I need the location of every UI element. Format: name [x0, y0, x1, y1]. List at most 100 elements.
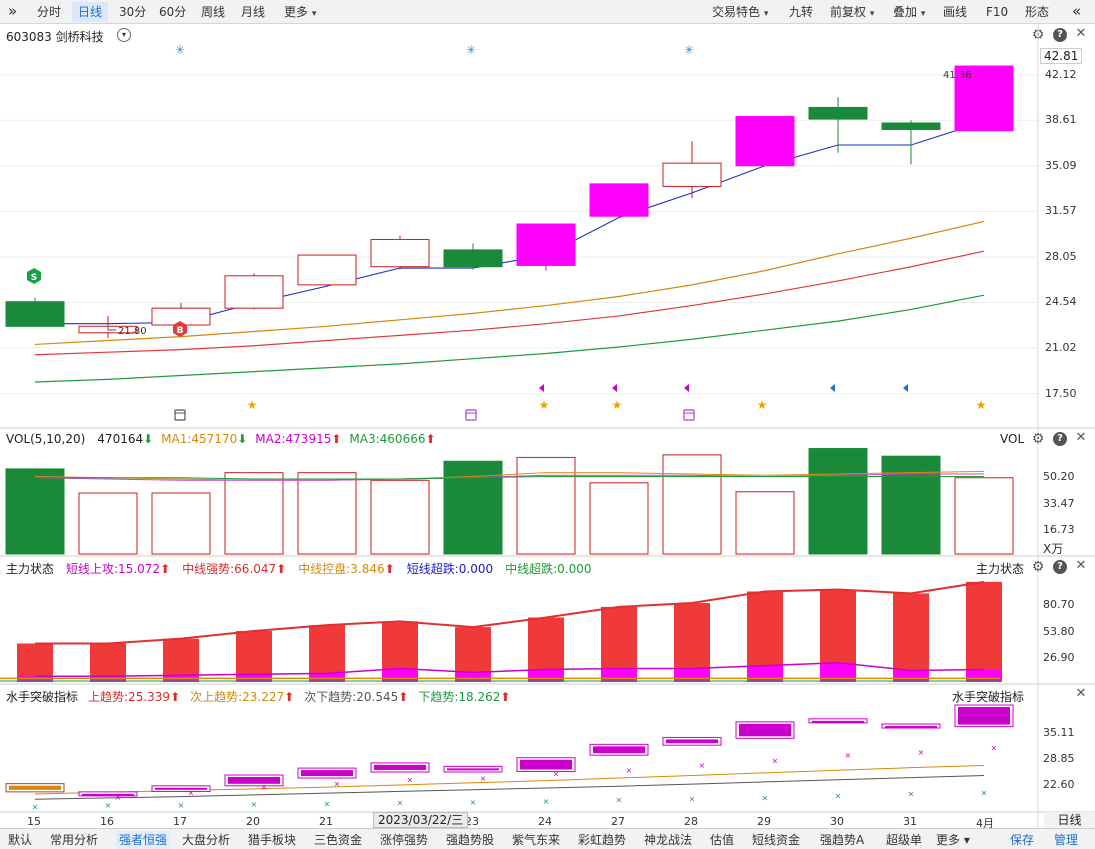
candle: [516, 223, 576, 266]
close-icon[interactable]: ✕: [1075, 26, 1087, 41]
star-icon: ★: [247, 398, 258, 412]
star-icon: ★: [757, 398, 768, 412]
down-mark: ×: [178, 801, 185, 810]
date-cursor-label: 2023/03/22/三: [373, 812, 469, 828]
ma-line: [34, 250, 985, 356]
low-pointer: [107, 324, 116, 331]
nine-turn-button[interactable]: 九转: [789, 5, 814, 19]
vol-label: VOL: [1000, 432, 1025, 446]
draw-line-button[interactable]: 画线: [943, 5, 968, 19]
bottom-tab[interactable]: 三色资金: [314, 833, 363, 847]
trend-line: [35, 121, 985, 325]
expand-icon[interactable]: »: [8, 2, 18, 20]
down-arrow-icon: ⬇: [143, 432, 154, 446]
sailor-box-fill: [520, 759, 572, 770]
more-periods-button[interactable]: 更多 ▾: [278, 2, 322, 22]
period-tab-60min[interactable]: 60分: [159, 5, 187, 19]
short-attack-line: [35, 661, 985, 677]
main-force-item: 中线控盘:3.846⬆: [298, 560, 394, 577]
date-label: 27: [611, 815, 625, 828]
save-button[interactable]: 保存: [1010, 833, 1035, 847]
bottom-tab[interactable]: 更多 ▾: [936, 833, 970, 847]
bottom-tab[interactable]: 紫气东来: [512, 833, 561, 847]
main-force-item: 中线超跌:0.000: [505, 560, 591, 577]
vol-axis-3: 16.73: [1043, 523, 1075, 536]
main-force-item-label: 短线超跌:0.000: [406, 562, 494, 576]
main-force-bar: [966, 581, 1002, 682]
bottom-tab[interactable]: 大盘分析: [182, 833, 231, 847]
up-mark: ×: [699, 761, 706, 770]
bottom-tab[interactable]: 彩虹趋势: [578, 833, 627, 847]
vol-ma1-text: MA1:457170: [161, 432, 238, 446]
bottom-tab[interactable]: 神龙战法: [644, 833, 693, 847]
main-force-item: 中线强势:66.047⬆: [182, 560, 286, 577]
volume-bar: [151, 492, 211, 555]
short-attack-bar: [820, 662, 856, 682]
down-mark: ×: [762, 793, 769, 802]
bottom-tab[interactable]: 涨停强势: [380, 833, 429, 847]
period-tab-minute[interactable]: 分时: [37, 5, 62, 19]
close-icon[interactable]: ✕: [1075, 430, 1087, 445]
date-label: 16: [100, 815, 114, 828]
up-arrow-icon: ⬆: [425, 432, 436, 446]
date-label: 17: [173, 815, 187, 828]
price-tag: 42.81: [1040, 48, 1083, 64]
help-icon[interactable]: ?: [1053, 432, 1067, 446]
manage-button[interactable]: 管理: [1054, 833, 1079, 847]
bottom-tab[interactable]: 猎手板块: [248, 833, 297, 847]
date-label: 20: [246, 815, 260, 828]
close-icon[interactable]: ✕: [1075, 686, 1087, 701]
sailor-item-label: 次下趋势:20.545: [304, 690, 399, 704]
ma-line: [34, 220, 985, 346]
down-mark: ×: [835, 792, 842, 801]
sailor-axis-1: 35.11: [1043, 726, 1075, 739]
short-attack-bar: [17, 676, 53, 682]
sailor-items: 上趋势:25.339⬆ 次上趋势:23.227⬆ 次下趋势:20.545⬆ 下趋势:1…: [88, 688, 510, 705]
candle: [808, 106, 868, 120]
toolbar: » 分时 日线 30分 60分 周线 月线 更多 ▾ 交易特色 ▾ 九转 前复权…: [0, 0, 1095, 24]
close-icon[interactable]: ✕: [1075, 558, 1087, 573]
bottom-tab[interactable]: 强者恒强: [116, 831, 171, 849]
chevron-down-icon: ▾: [920, 9, 926, 19]
adjust-button[interactable]: 前复权 ▾: [824, 2, 880, 22]
bottom-tab[interactable]: 估值: [710, 833, 735, 847]
volume-bar: [808, 448, 868, 555]
gear-icon[interactable]: ⚙: [1031, 559, 1045, 575]
up-mark: ×: [772, 756, 779, 765]
overlay-button[interactable]: 叠加 ▾: [887, 2, 931, 22]
short-attack-bar: [528, 669, 564, 682]
calendar-icon: [683, 409, 695, 421]
stock-menu-icon[interactable]: ▾: [117, 28, 131, 42]
bottom-tab[interactable]: 超级单: [886, 833, 923, 847]
help-icon[interactable]: ?: [1053, 28, 1067, 42]
volume-bar: [881, 455, 941, 555]
f10-button[interactable]: F10: [986, 5, 1009, 19]
period-tab-monthly[interactable]: 月线: [241, 5, 266, 19]
pattern-button[interactable]: 形态: [1025, 5, 1050, 19]
sailor-box-fill: [885, 726, 937, 729]
chevron-down-icon: ▾: [763, 9, 769, 19]
sailor-box-fill: [958, 707, 1010, 725]
bottom-tab[interactable]: 默认: [8, 833, 33, 847]
main-force-item: 短线上攻:15.072⬆: [66, 560, 170, 577]
sailor-legend: 水手突破指标 上趋势:25.339⬆ 次上趋势:23.227⬆ 次下趋势:20.54…: [6, 688, 510, 705]
bottom-tab[interactable]: 强趋势股: [446, 833, 495, 847]
period-tab-daily[interactable]: 日线: [72, 2, 109, 22]
help-icon[interactable]: ?: [1053, 560, 1067, 574]
period-tab-30min[interactable]: 30分: [119, 5, 147, 19]
flag-icon: [903, 384, 908, 392]
bottom-tab[interactable]: 强趋势A: [820, 833, 865, 847]
up-mark: ×: [918, 748, 925, 757]
short-attack-bar: [893, 670, 929, 682]
trading-features-button[interactable]: 交易特色 ▾: [706, 2, 774, 22]
bottom-tab[interactable]: 常用分析: [50, 833, 99, 847]
bottom-tab[interactable]: 短线资金: [752, 833, 801, 847]
gear-icon[interactable]: ⚙: [1031, 431, 1045, 447]
period-tab-weekly[interactable]: 周线: [201, 5, 226, 19]
candle: [224, 275, 284, 309]
sailor-label: 水手突破指标: [952, 690, 1025, 704]
main-force-items: 短线上攻:15.072⬆ 中线强势:66.047⬆ 中线控盘:3.846⬆ 短线超跌:…: [66, 560, 592, 577]
sell-signal-icon: [27, 268, 41, 284]
bottom-tab-bar: 默认 常用分析 强者恒强 大盘分析 猎手板块 三色资金 涨停强势 强趋势股 紫气东来 彩虹趋势 神龙…: [0, 828, 1095, 849]
collapse-icon[interactable]: «: [1072, 2, 1082, 20]
